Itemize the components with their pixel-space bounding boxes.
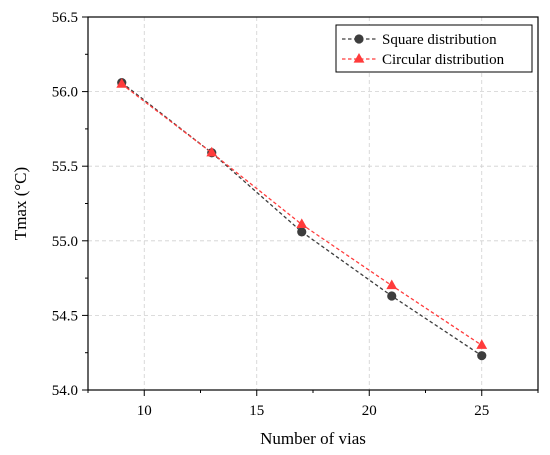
legend-marker-triangle <box>353 53 365 63</box>
data-point-circle <box>387 291 397 301</box>
data-point-triangle <box>206 146 218 157</box>
x-tick-label: 10 <box>137 403 152 419</box>
data-point-triangle <box>116 78 128 88</box>
grid <box>88 17 538 390</box>
legend: Square distribution Circular distributio… <box>335 24 533 73</box>
axis-ticks: 10 15 20 25 54.0 54.5 55.0 55.5 56.0 56.5 <box>52 10 539 419</box>
y-tick-label: 55.0 <box>52 234 78 250</box>
data-point-triangle <box>476 339 488 349</box>
data-point-circle <box>297 227 307 237</box>
y-axis-label: Tmax (°C) <box>11 167 30 240</box>
data-point-triangle <box>296 218 308 228</box>
series <box>116 78 488 361</box>
series-line-square <box>121 82 483 357</box>
x-tick-label: 25 <box>474 403 489 419</box>
data-point-triangle <box>386 279 398 290</box>
series-line-circular <box>121 83 483 346</box>
y-tick-label: 54.5 <box>52 308 78 324</box>
legend-label-square: Square distribution <box>382 32 497 48</box>
data-point-circle <box>477 351 487 361</box>
y-tick-label: 55.5 <box>52 159 78 175</box>
legend-box <box>335 24 533 73</box>
y-tick-label: 54.0 <box>52 383 78 399</box>
x-axis-label: Number of vias <box>260 429 366 448</box>
x-tick-label: 15 <box>249 403 264 419</box>
y-tick-label: 56.5 <box>52 10 78 26</box>
legend-label-circular: Circular distribution <box>382 52 505 68</box>
x-tick-label: 20 <box>362 403 377 419</box>
plot-frame <box>87 16 539 391</box>
legend-marker-circle <box>354 34 364 44</box>
y-tick-label: 56.0 <box>52 85 78 101</box>
